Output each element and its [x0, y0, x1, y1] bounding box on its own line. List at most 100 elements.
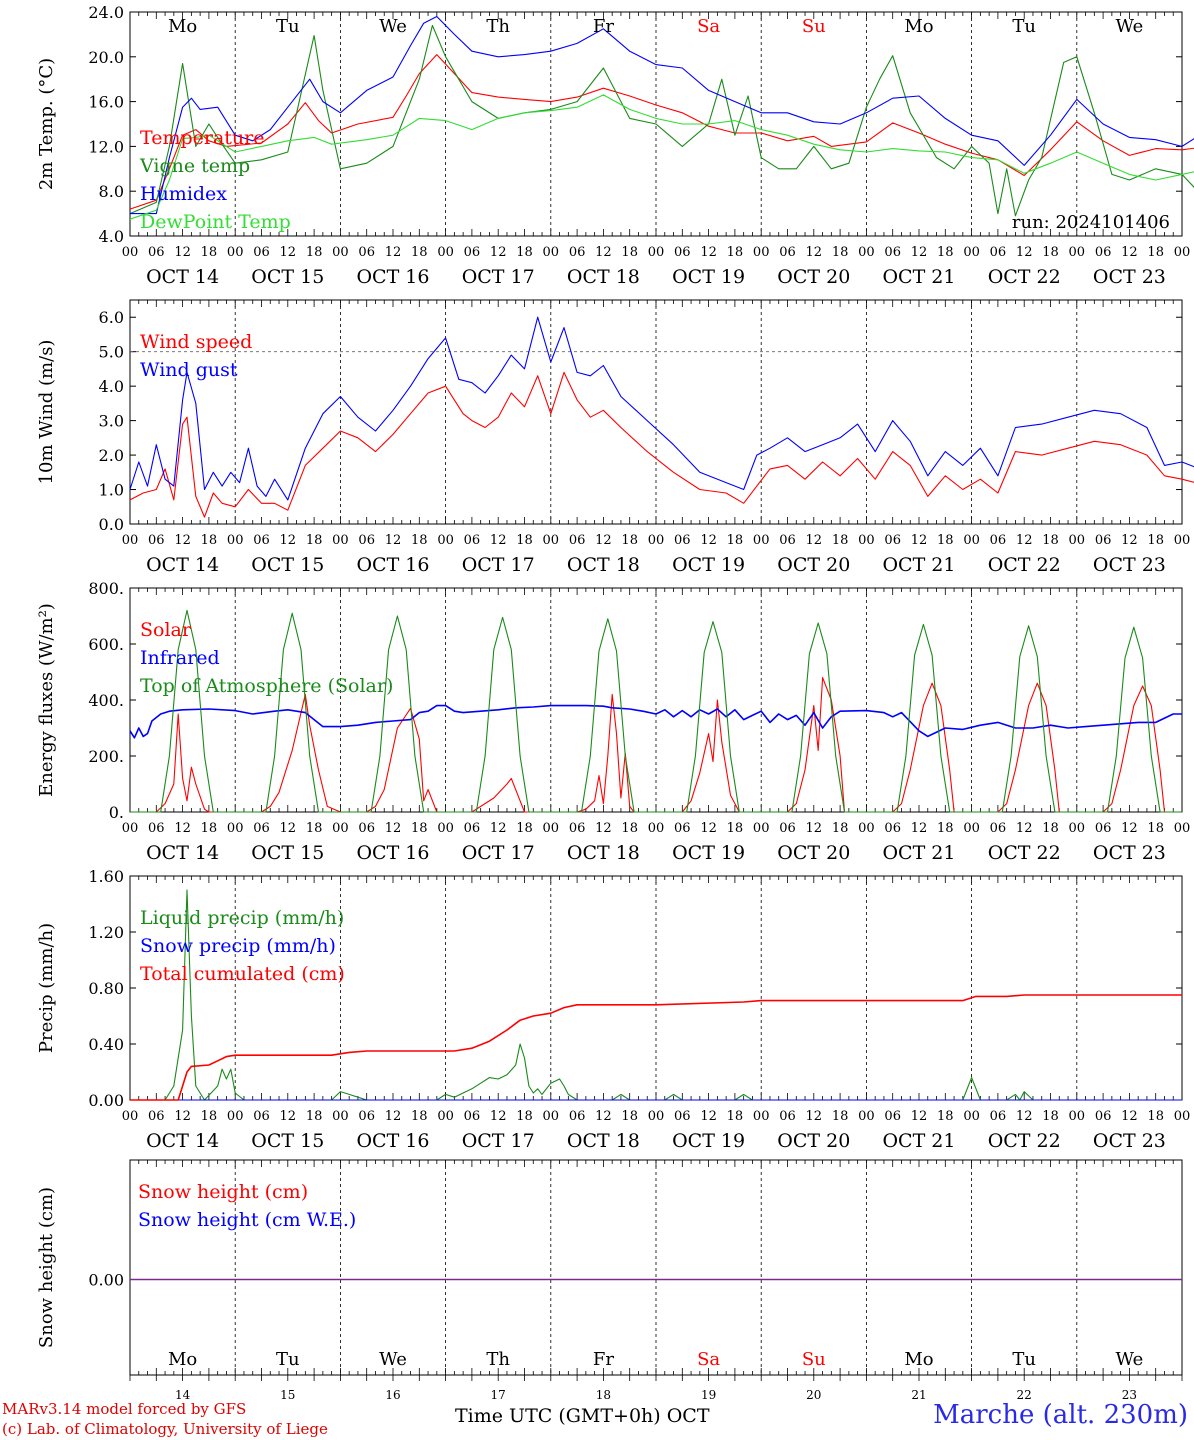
hour-label: 00: [858, 821, 875, 836]
weekday-label: Mo: [168, 1349, 197, 1370]
date-label: OCT 15: [251, 554, 324, 576]
hour-label: 06: [674, 245, 691, 260]
date-label: OCT 17: [462, 1130, 535, 1152]
hour-label: 18: [1147, 245, 1164, 260]
y-axis-label: 2m Temp. (°C): [36, 58, 57, 190]
hour-label: 06: [884, 245, 901, 260]
series-red-line: [129, 54, 1194, 210]
hour-label: 18: [411, 1109, 428, 1124]
hour-label: 12: [911, 1109, 928, 1124]
weekday-label: We: [379, 16, 407, 37]
hour-label: 00: [1174, 1109, 1191, 1124]
weekday-label: Mo: [168, 16, 197, 37]
hour-label: 06: [253, 245, 270, 260]
hour-label: 12: [280, 533, 297, 548]
hour-label: 06: [569, 533, 586, 548]
legend-entry: Wind speed: [140, 331, 252, 353]
hour-label: 18: [727, 245, 744, 260]
legend-entry: Top of Atmosphere (Solar): [140, 675, 393, 697]
date-label: OCT 21: [882, 842, 955, 864]
hour-label: 06: [674, 533, 691, 548]
hour-label: 18: [306, 821, 323, 836]
date-label: OCT 14: [146, 842, 219, 864]
weekday-label: Th: [486, 1349, 510, 1370]
hour-label: 18: [621, 821, 638, 836]
hour-label: 06: [990, 533, 1007, 548]
hour-label: 00: [1069, 821, 1086, 836]
weekday-label: Tu: [276, 1349, 300, 1370]
hour-label: 12: [490, 245, 507, 260]
model-credit: MARv3.14 model forced by GFS: [2, 1400, 247, 1418]
plot-frame: [129, 587, 1183, 813]
hour-label: 00: [1069, 245, 1086, 260]
hour-label: 00: [648, 245, 665, 260]
hour-label: 18: [937, 821, 954, 836]
day-number-label: 22: [1017, 1388, 1032, 1402]
date-label: OCT 14: [146, 1130, 219, 1152]
hour-label: 00: [227, 245, 244, 260]
hour-label: 12: [174, 245, 191, 260]
hour-label: 06: [779, 1109, 796, 1124]
hour-label: 06: [358, 533, 375, 548]
y-tick-label: 2.0: [99, 446, 124, 465]
hour-label: 18: [1042, 821, 1059, 836]
hour-label: 12: [490, 1109, 507, 1124]
series-blue-line: [130, 15, 1194, 215]
y-tick-label: 12.0: [88, 137, 124, 156]
hour-label: 00: [1174, 245, 1191, 260]
day-number-label: 16: [385, 1388, 400, 1402]
weekday-label: Mo: [904, 1349, 933, 1370]
legend-entry: Liquid precip (mm/h): [140, 907, 344, 929]
hour-label: 06: [990, 821, 1007, 836]
date-label: OCT 19: [672, 266, 745, 288]
weekday-label: Su: [802, 1349, 826, 1370]
y-tick-label: 4.0: [99, 227, 124, 246]
series-green-line: [130, 609, 1182, 813]
hour-label: 00: [648, 1109, 665, 1124]
y-tick-label: 200.: [88, 747, 124, 766]
hour-label: 06: [464, 1109, 481, 1124]
date-label: OCT 14: [146, 554, 219, 576]
weekday-label: Tu: [1012, 16, 1036, 37]
hour-label: 00: [543, 533, 560, 548]
hour-label: 18: [201, 1109, 218, 1124]
date-label: OCT 21: [882, 554, 955, 576]
weekday-label: Su: [802, 16, 826, 37]
hour-label: 06: [884, 821, 901, 836]
date-label: OCT 21: [882, 1130, 955, 1152]
hour-label: 12: [806, 1109, 823, 1124]
hour-label: 00: [437, 1109, 454, 1124]
hour-label: 18: [516, 245, 533, 260]
weekday-label: Tu: [1012, 1349, 1036, 1370]
hour-label: 00: [963, 245, 980, 260]
legend-entry: Solar: [140, 619, 192, 641]
hour-label: 18: [516, 533, 533, 548]
series-blue-line: [129, 704, 1182, 739]
hour-label: 18: [1042, 533, 1059, 548]
series-red-line: [130, 994, 1182, 1101]
hour-label: 18: [1147, 821, 1164, 836]
date-label: OCT 23: [1093, 266, 1166, 288]
hour-label: 00: [753, 533, 770, 548]
y-tick-label: 16.0: [88, 93, 124, 112]
hour-label: 00: [1069, 1109, 1086, 1124]
hour-label: 12: [700, 1109, 717, 1124]
day-number-label: 17: [491, 1388, 506, 1402]
panel-5: 0.00 Snow height (cm) Snow height (cm) Snow…: [36, 1159, 1183, 1402]
date-label: OCT 14: [146, 266, 219, 288]
date-label: OCT 19: [672, 842, 745, 864]
hour-label: 06: [884, 1109, 901, 1124]
date-label: OCT 22: [988, 842, 1061, 864]
hour-label: 00: [332, 1109, 349, 1124]
hour-label: 06: [1095, 245, 1112, 260]
date-label: OCT 23: [1093, 1130, 1166, 1152]
panel-4: 0.00 0.40 0.80 1.20 1.60 Precip (mm/h) Liquid …: [36, 867, 1190, 1152]
y-tick-label: 0.40: [88, 1035, 124, 1054]
hour-label: 12: [1121, 245, 1138, 260]
y-tick-label: 1.0: [99, 481, 124, 500]
hour-label: 12: [1016, 1109, 1033, 1124]
panel-2: 0.0 1.0 2.0 3.0 4.0 5.0 6.0 10m Wind (m/s) Wind …: [36, 299, 1194, 576]
hour-label: 06: [253, 1109, 270, 1124]
hour-label: 00: [753, 821, 770, 836]
weekday-label: Fr: [593, 1349, 614, 1370]
